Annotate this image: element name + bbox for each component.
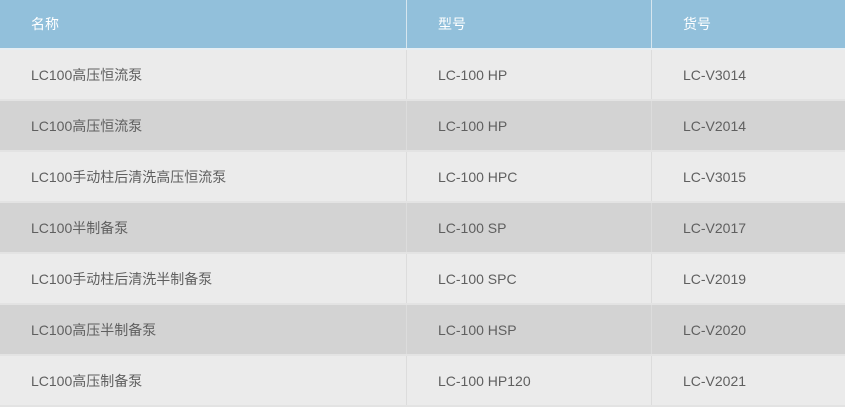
cell-name: LC100半制备泵 bbox=[0, 202, 407, 253]
cell-name: LC100高压半制备泵 bbox=[0, 304, 407, 355]
table-header-row: 名称 型号 货号 bbox=[0, 0, 845, 49]
header-model: 型号 bbox=[407, 0, 652, 49]
cell-name: LC100手动柱后清洗半制备泵 bbox=[0, 253, 407, 304]
cell-model: LC-100 HP bbox=[407, 49, 652, 100]
cell-item-no: LC-V2017 bbox=[652, 202, 845, 253]
cell-item-no: LC-V3015 bbox=[652, 151, 845, 202]
cell-model: LC-100 HSP bbox=[407, 304, 652, 355]
header-name: 名称 bbox=[0, 0, 407, 49]
cell-name: LC100高压恒流泵 bbox=[0, 49, 407, 100]
cell-model: LC-100 HPC bbox=[407, 151, 652, 202]
cell-item-no: LC-V2019 bbox=[652, 253, 845, 304]
cell-item-no: LC-V2020 bbox=[652, 304, 845, 355]
cell-model: LC-100 HP120 bbox=[407, 355, 652, 406]
cell-model: LC-100 HP bbox=[407, 100, 652, 151]
cell-name: LC100高压恒流泵 bbox=[0, 100, 407, 151]
cell-item-no: LC-V2021 bbox=[652, 355, 845, 406]
cell-item-no: LC-V3014 bbox=[652, 49, 845, 100]
cell-model: LC-100 SP bbox=[407, 202, 652, 253]
cell-item-no: LC-V2014 bbox=[652, 100, 845, 151]
cell-model: LC-100 SPC bbox=[407, 253, 652, 304]
header-item-no: 货号 bbox=[652, 0, 845, 49]
cell-name: LC100高压制备泵 bbox=[0, 355, 407, 406]
cell-name: LC100手动柱后清洗高压恒流泵 bbox=[0, 151, 407, 202]
